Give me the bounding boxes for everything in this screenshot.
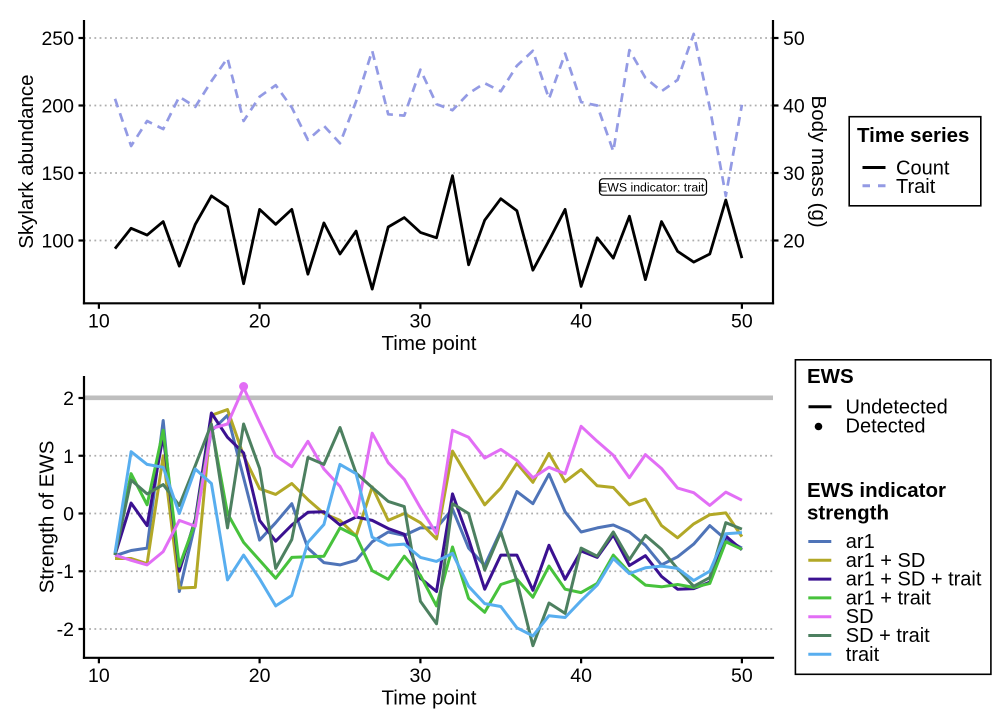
svg-text:Skylark abundance: Skylark abundance	[15, 74, 38, 248]
svg-text:SD + trait: SD + trait	[846, 625, 930, 647]
svg-text:40: 40	[783, 96, 805, 118]
svg-text:10: 10	[88, 665, 110, 687]
svg-text:30: 30	[410, 665, 432, 687]
svg-text:1: 1	[63, 446, 74, 468]
svg-text:Time point: Time point	[382, 332, 477, 355]
svg-text:EWS indicator: trait: EWS indicator: trait	[599, 181, 705, 195]
svg-text:20: 20	[249, 311, 271, 333]
svg-text:0: 0	[63, 504, 74, 526]
svg-text:Time series: Time series	[857, 124, 969, 147]
svg-text:EWS indicator: EWS indicator	[807, 479, 946, 502]
svg-text:Body mass (g): Body mass (g)	[807, 96, 830, 228]
svg-text:-1: -1	[57, 561, 74, 583]
svg-text:Detected: Detected	[846, 416, 926, 438]
svg-text:Undetected: Undetected	[846, 396, 948, 418]
svg-text:strength: strength	[807, 502, 889, 525]
svg-text:-2: -2	[57, 619, 74, 641]
svg-text:Count: Count	[896, 158, 950, 180]
svg-text:50: 50	[783, 28, 805, 50]
svg-text:30: 30	[410, 311, 432, 333]
svg-text:ar1: ar1	[846, 531, 875, 553]
svg-text:40: 40	[570, 665, 592, 687]
svg-text:30: 30	[783, 163, 805, 185]
svg-text:SD: SD	[846, 606, 874, 628]
svg-text:20: 20	[249, 665, 271, 687]
svg-text:10: 10	[88, 311, 110, 333]
svg-text:ar1 + SD: ar1 + SD	[846, 550, 925, 572]
svg-text:Strength of EWS: Strength of EWS	[36, 441, 59, 594]
svg-text:EWS: EWS	[807, 365, 854, 388]
svg-text:20: 20	[783, 231, 805, 253]
svg-text:2: 2	[63, 388, 74, 410]
svg-text:Time point: Time point	[382, 687, 477, 710]
svg-text:ar1 + trait: ar1 + trait	[846, 587, 931, 609]
svg-text:100: 100	[41, 231, 74, 253]
svg-text:50: 50	[731, 665, 753, 687]
svg-text:250: 250	[41, 28, 74, 50]
svg-text:trait: trait	[846, 644, 880, 666]
svg-text:150: 150	[41, 163, 74, 185]
svg-text:50: 50	[731, 311, 753, 333]
svg-text:40: 40	[570, 311, 592, 333]
svg-text:Trait: Trait	[896, 176, 936, 198]
svg-text:200: 200	[41, 96, 74, 118]
svg-text:ar1 + SD + trait: ar1 + SD + trait	[846, 569, 982, 591]
